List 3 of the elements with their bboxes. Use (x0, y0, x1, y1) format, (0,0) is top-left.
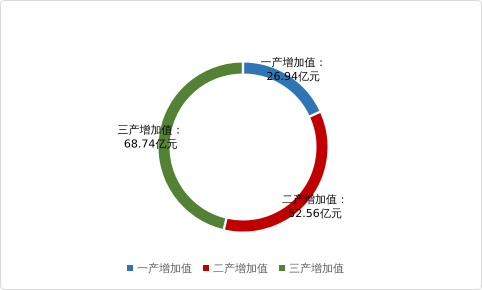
legend-label: 一产增加值 (137, 262, 192, 275)
legend-label: 二产增加值 (213, 262, 268, 275)
legend-label: 三产增加值 (289, 262, 344, 275)
